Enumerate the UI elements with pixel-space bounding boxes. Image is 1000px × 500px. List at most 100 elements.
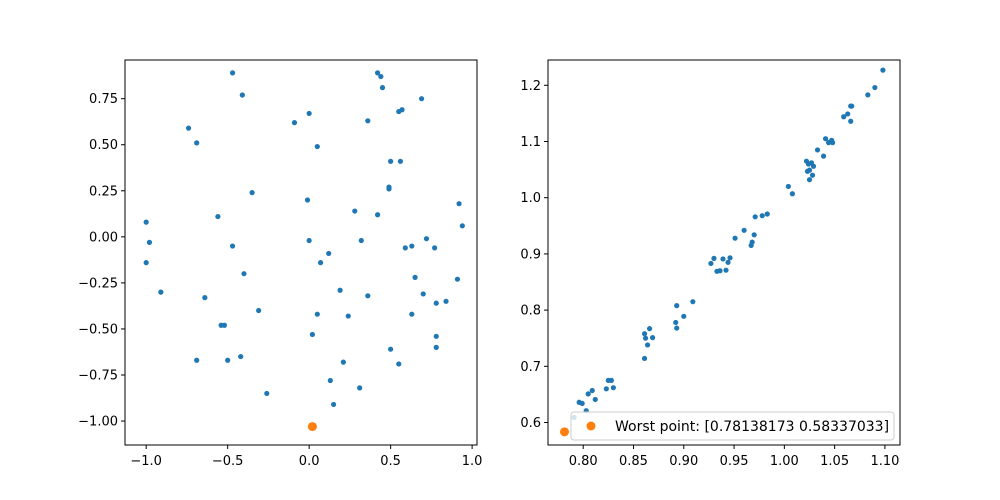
data-point — [249, 190, 255, 196]
data-point — [194, 357, 200, 363]
data-point — [764, 211, 770, 217]
data-point — [456, 201, 462, 207]
data-point — [378, 73, 384, 80]
data-point — [402, 245, 408, 251]
y-tick-label: 0.25 — [89, 184, 118, 199]
x-tick-label: 0.85 — [619, 454, 648, 469]
y-tick-label: 0.00 — [89, 230, 118, 245]
x-tick-label: 0.80 — [569, 454, 598, 469]
data-point — [720, 256, 726, 262]
data-point — [396, 361, 402, 367]
data-point — [291, 120, 298, 126]
data-point — [433, 300, 439, 306]
data-point — [397, 158, 404, 164]
data-point — [752, 214, 758, 220]
data-point — [433, 344, 439, 350]
data-point — [239, 92, 245, 98]
data-point — [603, 386, 609, 392]
data-point — [317, 260, 324, 266]
data-point — [814, 147, 821, 153]
data-point — [810, 163, 817, 169]
data-point — [221, 322, 228, 328]
data-point — [420, 291, 426, 297]
x-tick-label: 1.0 — [462, 454, 483, 469]
data-point — [642, 335, 649, 341]
data-point — [185, 125, 192, 131]
data-point — [749, 239, 755, 245]
data-point — [388, 158, 394, 164]
data-point — [143, 219, 149, 225]
axes-frame — [124, 59, 478, 446]
y-tick-label: 0.75 — [89, 92, 118, 107]
data-point — [379, 85, 386, 91]
data-point — [412, 274, 418, 280]
data-point — [732, 235, 738, 241]
axes-frame — [547, 59, 901, 446]
data-point — [330, 401, 337, 408]
data-point — [711, 255, 717, 261]
legend-box — [570, 411, 895, 441]
data-point — [241, 271, 247, 277]
data-point — [146, 239, 153, 245]
x-tick-label: −0.5 — [212, 454, 244, 469]
data-point — [433, 333, 439, 339]
data-point — [806, 177, 813, 183]
data-point — [264, 390, 270, 397]
data-point — [409, 243, 415, 249]
y-tick-label: −1.00 — [78, 415, 118, 430]
data-point — [194, 140, 200, 146]
data-point — [399, 107, 405, 113]
data-point — [592, 396, 598, 403]
x-tick-label: 1.00 — [770, 454, 799, 469]
data-point — [674, 303, 680, 309]
data-point — [681, 313, 687, 319]
x-tick-label: 0.5 — [380, 454, 401, 469]
data-point — [741, 227, 747, 233]
data-point — [215, 213, 221, 220]
data-point — [841, 114, 847, 120]
data-point — [789, 191, 795, 197]
data-point — [314, 311, 320, 317]
data-point — [674, 325, 680, 331]
data-point — [845, 111, 851, 117]
data-point — [256, 307, 262, 314]
data-point — [454, 276, 461, 282]
data-point — [229, 70, 236, 76]
legend: Worst point: [0.78138173 0.58337033] — [570, 411, 895, 441]
data-point — [352, 208, 358, 214]
data-point — [820, 153, 827, 159]
y-tick-label: 0.7 — [520, 360, 541, 375]
x-tick-label: 0.0 — [299, 454, 320, 469]
data-point — [589, 387, 595, 394]
data-point — [340, 359, 346, 365]
data-point — [785, 183, 791, 190]
y-tick-label: 0.6 — [520, 416, 541, 431]
y-tick-label: 1.1 — [520, 135, 541, 150]
legend-label: Worst point: [0.78138173 0.58337033] — [615, 419, 889, 435]
y-tick-label: −0.25 — [78, 276, 118, 291]
data-point — [751, 232, 757, 238]
y-tick-label: 1.2 — [520, 79, 541, 94]
left-scatter-plot: −1.0 −0.5 0.0 0.5 1.0 −1.00 −0.75 −0.50 −0.25 0.0… — [78, 59, 483, 469]
data-point — [673, 319, 679, 326]
x-tick-label: 0.90 — [669, 454, 698, 469]
data-point — [423, 236, 430, 242]
worst-point-marker — [307, 422, 317, 432]
data-point — [326, 250, 332, 257]
data-point — [880, 67, 886, 73]
data-point — [644, 342, 651, 348]
data-point — [409, 311, 415, 317]
data-point — [306, 237, 312, 244]
data-point — [822, 136, 829, 142]
y-tick-label: 0.50 — [89, 138, 118, 153]
data-point — [641, 331, 648, 337]
legend-marker — [586, 421, 596, 431]
y-tick-label: 1.0 — [520, 191, 541, 206]
data-point — [432, 245, 438, 251]
data-point — [725, 259, 731, 265]
data-point — [459, 223, 465, 229]
data-point — [759, 213, 765, 219]
data-point — [202, 295, 208, 301]
y-tick-label: 0.8 — [520, 304, 541, 319]
